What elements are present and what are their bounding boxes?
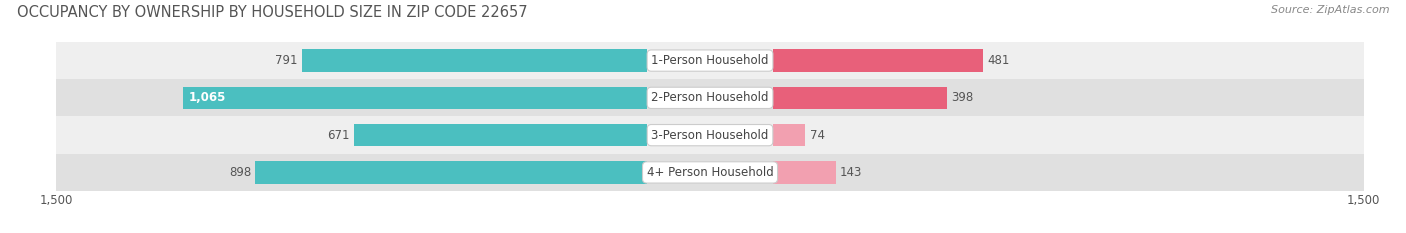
Text: 398: 398 [950,91,973,104]
Text: 4+ Person Household: 4+ Person Household [647,166,773,179]
Text: 3-Person Household: 3-Person Household [651,129,769,142]
Bar [56,79,1364,116]
Bar [354,124,647,146]
Bar [773,124,806,146]
Text: 671: 671 [328,129,350,142]
Text: 143: 143 [839,166,862,179]
Text: 1-Person Household: 1-Person Household [651,54,769,67]
Bar [56,116,1364,154]
Bar [773,49,983,72]
Text: OCCUPANCY BY OWNERSHIP BY HOUSEHOLD SIZE IN ZIP CODE 22657: OCCUPANCY BY OWNERSHIP BY HOUSEHOLD SIZE… [17,5,527,20]
Bar [773,161,835,184]
Bar [773,87,946,109]
Bar [183,87,647,109]
Text: 898: 898 [229,166,252,179]
Bar [302,49,647,72]
Bar [256,161,647,184]
Text: Source: ZipAtlas.com: Source: ZipAtlas.com [1271,5,1389,15]
Bar [56,154,1364,191]
Text: 74: 74 [810,129,825,142]
Bar [56,42,1364,79]
Text: 481: 481 [987,54,1010,67]
Text: 2-Person Household: 2-Person Household [651,91,769,104]
Text: 791: 791 [276,54,298,67]
Text: 1,065: 1,065 [190,91,226,104]
